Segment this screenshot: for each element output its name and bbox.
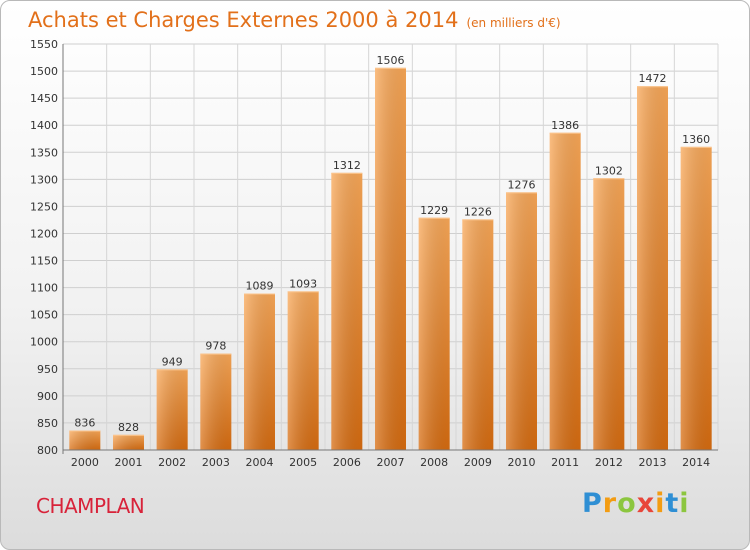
data-label: 836 <box>74 417 95 430</box>
y-tick-label: 1400 <box>30 119 58 132</box>
bar-highlight <box>593 178 625 450</box>
y-tick-label: 1250 <box>30 200 58 213</box>
y-tick-label: 1300 <box>30 173 58 186</box>
logo-letter: i <box>655 488 666 519</box>
chart-title-text: Achats et Charges Externes 2000 à 2014 <box>28 8 459 32</box>
logo-letter: x <box>636 488 656 519</box>
bar-highlight <box>375 67 406 450</box>
y-tick-label: 1550 <box>30 38 58 51</box>
logo-letter: P <box>582 488 603 519</box>
bar-highlight <box>113 434 144 450</box>
x-tick-label: 2004 <box>246 456 274 469</box>
bar-highlight <box>637 86 668 450</box>
bar-highlight <box>418 217 450 450</box>
bars <box>69 67 712 451</box>
x-tick-label: 2012 <box>595 456 623 469</box>
data-label: 1229 <box>420 204 448 217</box>
axes: 800 850 900 950 1000 1050 1100 1150 1200 1250 1300… <box>30 38 718 469</box>
y-tick-label: 1350 <box>30 146 58 159</box>
x-tick-label: 2006 <box>333 456 361 469</box>
bar-highlight <box>156 369 188 450</box>
x-tick-label: 2003 <box>202 456 230 469</box>
logo-letter: i <box>679 488 690 519</box>
bar-highlight <box>244 293 275 450</box>
x-tick-label: 2008 <box>420 456 448 469</box>
bar-highlight <box>69 430 101 450</box>
x-tick-label: 2007 <box>377 456 405 469</box>
x-tick-label: 2010 <box>508 456 536 469</box>
y-tick-label: 1050 <box>30 309 58 322</box>
y-tick-label: 1150 <box>30 255 58 268</box>
x-tick-label: 2005 <box>289 456 317 469</box>
y-tick-label: 950 <box>37 363 58 376</box>
x-tick-label: 2002 <box>158 456 186 469</box>
y-tick-label: 850 <box>37 417 58 430</box>
bar-highlight <box>549 132 581 450</box>
y-tick-label: 1200 <box>30 227 58 240</box>
x-tick-label: 2013 <box>639 456 667 469</box>
y-tick-label: 900 <box>37 390 58 403</box>
x-tick-label: 2014 <box>682 456 710 469</box>
x-tick-label: 2011 <box>551 456 579 469</box>
y-tick-label: 800 <box>37 444 58 457</box>
y-tick-label: 1500 <box>30 65 58 78</box>
data-label: 1276 <box>508 178 536 191</box>
chart-subtitle: (en milliers d'€) <box>466 16 561 30</box>
bar-highlight <box>462 219 494 450</box>
bar-highlight <box>287 291 319 450</box>
chart-title: Achats et Charges Externes 2000 à 2014 (e… <box>28 8 561 32</box>
data-label: 1312 <box>333 159 361 172</box>
data-label: 1386 <box>551 119 579 132</box>
data-label: 1506 <box>377 54 405 67</box>
data-label: 1089 <box>246 280 274 293</box>
data-label: 1360 <box>682 133 710 146</box>
y-tick-label: 1450 <box>30 92 58 105</box>
data-label: 1226 <box>464 205 492 218</box>
logo-letter: o <box>617 488 637 519</box>
data-label: 1093 <box>289 277 317 290</box>
logo-letter: t <box>665 488 680 519</box>
data-label: 1302 <box>595 164 623 177</box>
data-label: 828 <box>118 421 139 434</box>
proxiti-logo: Proxiti <box>582 488 690 519</box>
x-tick-label: 2000 <box>71 456 99 469</box>
y-tick-label: 1100 <box>30 282 58 295</box>
data-label: 978 <box>205 340 226 353</box>
bar-highlight <box>506 192 537 451</box>
data-label: 1472 <box>639 72 667 85</box>
bar-highlight <box>200 353 232 450</box>
data-label: 949 <box>162 355 183 368</box>
bar-highlight <box>331 172 363 450</box>
bar-highlight <box>680 146 712 450</box>
x-tick-label: 2009 <box>464 456 492 469</box>
y-tick-label: 1000 <box>30 336 58 349</box>
commune-name: CHAMPLAN <box>36 494 145 518</box>
logo-letter: r <box>602 488 618 519</box>
x-tick-label: 2001 <box>115 456 143 469</box>
